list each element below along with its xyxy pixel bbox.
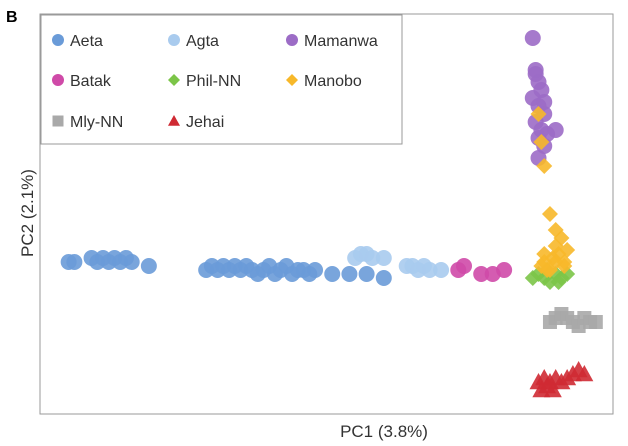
- point-aeta: [341, 266, 358, 282]
- legend-marker-jehai: [168, 115, 180, 126]
- point-batak: [456, 258, 473, 274]
- point-manobo: [541, 262, 558, 278]
- series-jehai: [529, 361, 594, 398]
- legend-label-mamanwa: Mamanwa: [304, 33, 378, 50]
- legend-marker-mly-nn: [52, 115, 64, 127]
- point-mamanwa: [527, 62, 544, 78]
- point-aeta: [140, 258, 157, 274]
- point-mamanwa: [547, 122, 564, 138]
- legend-marker-phil-nn: [168, 74, 180, 86]
- point-aeta: [324, 266, 341, 282]
- point-manobo: [533, 134, 550, 150]
- series-mly-nn: [542, 307, 603, 333]
- point-agta: [364, 250, 381, 266]
- point-jehai: [575, 365, 594, 382]
- point-jehai: [543, 381, 562, 398]
- panel-label: B: [6, 9, 18, 26]
- point-agta: [433, 262, 450, 278]
- legend-label-jehai: Jehai: [186, 114, 224, 131]
- point-mamanwa: [536, 94, 553, 110]
- point-agta: [375, 250, 392, 266]
- point-manobo: [547, 238, 564, 254]
- point-batak: [473, 266, 490, 282]
- point-manobo: [536, 158, 553, 174]
- point-manobo: [556, 258, 573, 274]
- legend: Aeta Agta Batak Mamanwa Phil-NN Manobo Mly-NN J…: [40, 14, 403, 145]
- legend-label-agta: Agta: [186, 33, 219, 50]
- point-batak: [496, 262, 513, 278]
- legend-label-aeta: Aeta: [70, 33, 103, 50]
- point-aeta: [66, 254, 83, 270]
- point-agta: [421, 262, 438, 278]
- y-axis-label: PC2 (2.1%): [18, 169, 37, 257]
- data-points: [60, 30, 603, 398]
- series-batak: [450, 258, 513, 282]
- legend-label-mly-nn: Mly-NN: [70, 114, 123, 131]
- series-manobo: [530, 106, 576, 278]
- point-manobo: [530, 106, 547, 122]
- legend-box: [40, 14, 403, 145]
- legend-label-phil-nn: Phil-NN: [186, 73, 241, 90]
- legend-label-batak: Batak: [70, 73, 112, 90]
- point-mly-nn: [588, 315, 603, 329]
- point-aeta: [307, 262, 324, 278]
- point-aeta: [358, 266, 375, 282]
- plot-frame: [39, 13, 614, 415]
- legend-label-manobo: Manobo: [304, 73, 362, 90]
- point-manobo: [536, 246, 553, 262]
- point-jehai: [532, 381, 551, 398]
- series-agta: [347, 246, 450, 278]
- point-mamanwa: [524, 30, 541, 46]
- legend-marker-mamanwa: [286, 34, 298, 46]
- legend-marker-batak: [52, 74, 64, 86]
- legend-marker-agta: [168, 34, 180, 46]
- point-aeta: [123, 254, 140, 270]
- legend-marker-manobo: [286, 74, 298, 86]
- series-aeta: [60, 250, 392, 286]
- x-axis-label: PC1 (3.8%): [340, 422, 428, 441]
- legend-marker-aeta: [52, 34, 64, 46]
- point-manobo: [541, 206, 558, 222]
- point-aeta: [375, 270, 392, 286]
- point-phil-nn: [550, 274, 567, 290]
